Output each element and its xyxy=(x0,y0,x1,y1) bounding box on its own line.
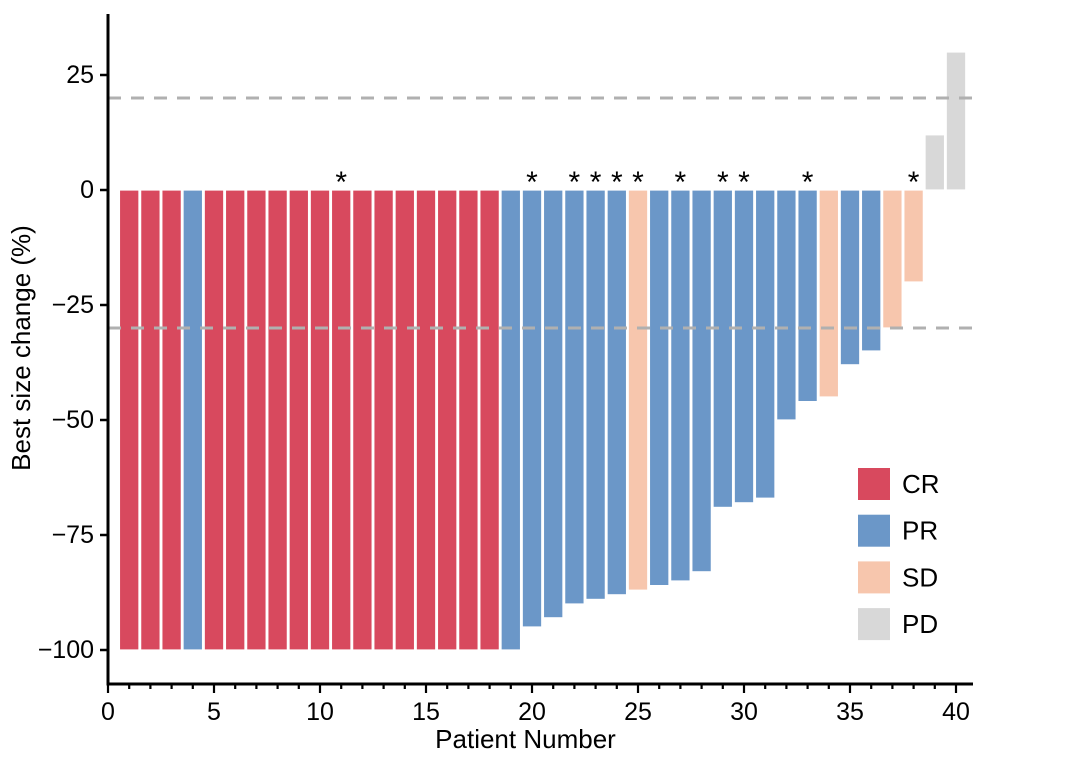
asterisk-patient-30: * xyxy=(738,166,750,199)
bar-patient-11 xyxy=(330,189,352,651)
bar-patient-34 xyxy=(818,189,840,398)
asterisk-patient-20: * xyxy=(526,166,538,199)
bar-patient-18 xyxy=(479,189,500,651)
bar-patient-30 xyxy=(733,189,755,504)
asterisk-patient-38: * xyxy=(908,166,920,199)
y-axis-tick-label--25: −25 xyxy=(52,291,94,319)
y-axis-tick-label-0: 0 xyxy=(80,176,94,204)
asterisk-patient-27: * xyxy=(675,166,687,199)
asterisk-patient-25: * xyxy=(632,166,644,199)
legend-swatch-SD xyxy=(858,561,890,594)
asterisk-patient-33: * xyxy=(802,166,814,199)
bar-patient-4 xyxy=(182,189,204,651)
bar-patient-27 xyxy=(670,189,691,582)
legend-swatch-CR xyxy=(858,468,890,500)
asterisk-patient-11: * xyxy=(335,166,347,199)
legend-swatch-PR xyxy=(858,514,890,547)
legend-swatch-PD xyxy=(858,608,890,641)
x-axis-tick-label-25: 25 xyxy=(624,698,652,726)
bar-patient-20 xyxy=(521,189,543,628)
bar-patient-40 xyxy=(945,51,967,191)
legend-label-PD: PD xyxy=(902,609,938,639)
bar-patient-22 xyxy=(564,189,585,605)
bar-patient-10 xyxy=(309,189,331,651)
bar-patient-2 xyxy=(140,189,161,651)
bar-patient-23 xyxy=(585,189,606,600)
x-axis-tick-label-10: 10 xyxy=(306,698,334,726)
y-axis-tick-label--50: −50 xyxy=(52,406,94,434)
legend-label-SD: SD xyxy=(902,562,938,592)
x-axis-tick-label-20: 20 xyxy=(518,698,546,726)
legend-label-PR: PR xyxy=(902,516,938,546)
bar-patient-7 xyxy=(246,189,267,651)
bar-patient-21 xyxy=(542,189,564,619)
bar-patient-19 xyxy=(500,189,522,651)
x-axis-tick-label-5: 5 xyxy=(207,698,221,726)
bar-patient-35 xyxy=(839,189,861,366)
legend-label-CR: CR xyxy=(902,469,940,499)
y-axis-tick-label--75: −75 xyxy=(52,521,94,549)
bar-patient-31 xyxy=(754,189,776,499)
bar-patient-29 xyxy=(712,189,734,508)
bar-patient-1 xyxy=(118,189,140,651)
bar-patient-16 xyxy=(436,189,458,651)
y-axis-tick-label-25: 25 xyxy=(66,61,94,89)
asterisk-patient-29: * xyxy=(717,166,729,199)
bar-patient-37 xyxy=(882,189,903,329)
x-axis-tick-label-35: 35 xyxy=(836,698,864,726)
bars-group xyxy=(118,51,967,651)
bar-patient-28 xyxy=(691,189,712,573)
bar-patient-6 xyxy=(224,189,246,651)
bar-patient-9 xyxy=(288,189,310,651)
bar-patient-3 xyxy=(161,189,182,651)
bar-patient-25 xyxy=(627,189,649,591)
x-axis-title: Patient Number xyxy=(435,724,616,754)
bar-patient-26 xyxy=(648,189,670,587)
bar-patient-39 xyxy=(924,134,946,191)
bar-patient-38 xyxy=(903,189,924,283)
bar-patient-33 xyxy=(797,189,818,403)
bar-patient-13 xyxy=(373,189,394,651)
y-axis-tick-label--100: −100 xyxy=(38,636,94,664)
y-axis-title: Best size change (%) xyxy=(6,225,36,471)
asterisks-group: * * * * * * * * * * * xyxy=(335,166,919,199)
bar-patient-14 xyxy=(394,189,416,651)
bar-patient-12 xyxy=(352,189,373,651)
asterisk-patient-22: * xyxy=(569,166,581,199)
x-axis-tick-label-30: 30 xyxy=(730,698,758,726)
bar-patient-24 xyxy=(606,189,628,596)
bar-patient-8 xyxy=(267,189,288,651)
bar-patient-32 xyxy=(776,189,797,421)
bar-patient-15 xyxy=(415,189,437,651)
bar-patient-36 xyxy=(860,189,882,352)
x-axis-tick-label-0: 0 xyxy=(101,698,115,726)
asterisk-patient-23: * xyxy=(590,166,602,199)
legend: CR PR SD PD xyxy=(858,468,940,641)
x-axis-tick-label-15: 15 xyxy=(412,698,440,726)
bar-patient-17 xyxy=(458,189,479,651)
asterisk-patient-24: * xyxy=(611,166,623,199)
x-axis-tick-label-40: 40 xyxy=(942,698,970,726)
bar-patient-5 xyxy=(203,189,225,651)
